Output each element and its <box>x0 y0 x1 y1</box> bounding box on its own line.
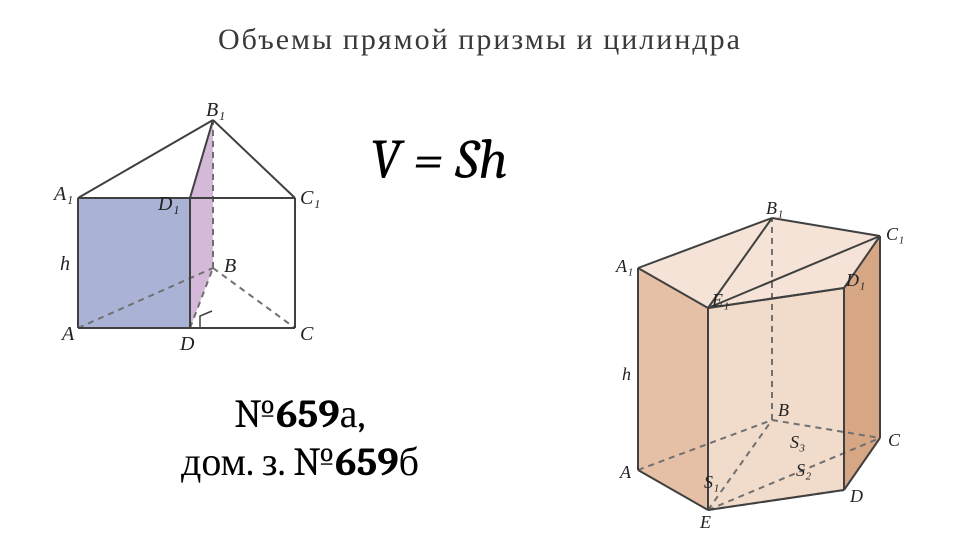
svg-text:D₁: D₁ <box>845 270 865 290</box>
ex1-number: 659 <box>276 391 340 437</box>
svg-text:B₁: B₁ <box>206 100 225 121</box>
svg-text:h: h <box>60 253 70 275</box>
svg-text:E: E <box>699 512 711 530</box>
svg-text:S₁: S₁ <box>704 472 719 492</box>
figure-triangular-prism: A D C B A₁ D₁ C₁ B₁ h <box>40 100 330 364</box>
ex2-suffix: б <box>399 439 419 485</box>
ex1-suffix: а, <box>340 391 366 437</box>
ex2-number: 659 <box>335 439 399 485</box>
svg-text:S₂: S₂ <box>796 460 811 480</box>
svg-text:A: A <box>60 323 75 345</box>
svg-text:C: C <box>300 323 314 345</box>
svg-text:A₁: A₁ <box>52 183 73 205</box>
svg-text:B₁: B₁ <box>766 198 783 218</box>
svg-text:B: B <box>224 255 236 277</box>
exercise-block: №659а, дом. з. №659б <box>90 390 510 486</box>
svg-text:D: D <box>849 486 863 506</box>
svg-text:C₁: C₁ <box>886 224 904 244</box>
exercise-line-1: №659а, <box>90 390 510 438</box>
figure-pentagonal-prism: A E D C B A₁ E₁ D₁ C₁ B₁ S₁ S₂ S₃ h <box>600 190 920 534</box>
svg-text:D: D <box>179 333 195 355</box>
svg-text:A: A <box>619 462 632 482</box>
svg-text:D₁: D₁ <box>157 193 179 215</box>
svg-text:B: B <box>778 400 789 420</box>
svg-text:C: C <box>888 430 901 450</box>
svg-text:A₁: A₁ <box>615 256 633 276</box>
svg-text:E₁: E₁ <box>711 290 729 310</box>
volume-formula: V = Sh <box>370 128 508 192</box>
ex2-prefix: дом. з. № <box>181 439 335 485</box>
svg-text:h: h <box>622 364 631 384</box>
svg-text:C₁: C₁ <box>300 187 320 209</box>
ex1-prefix: № <box>234 391 276 437</box>
exercise-line-2: дом. з. №659б <box>90 438 510 486</box>
page-title: Объемы прямой призмы и цилиндра <box>0 22 960 57</box>
svg-text:S₃: S₃ <box>790 432 805 452</box>
